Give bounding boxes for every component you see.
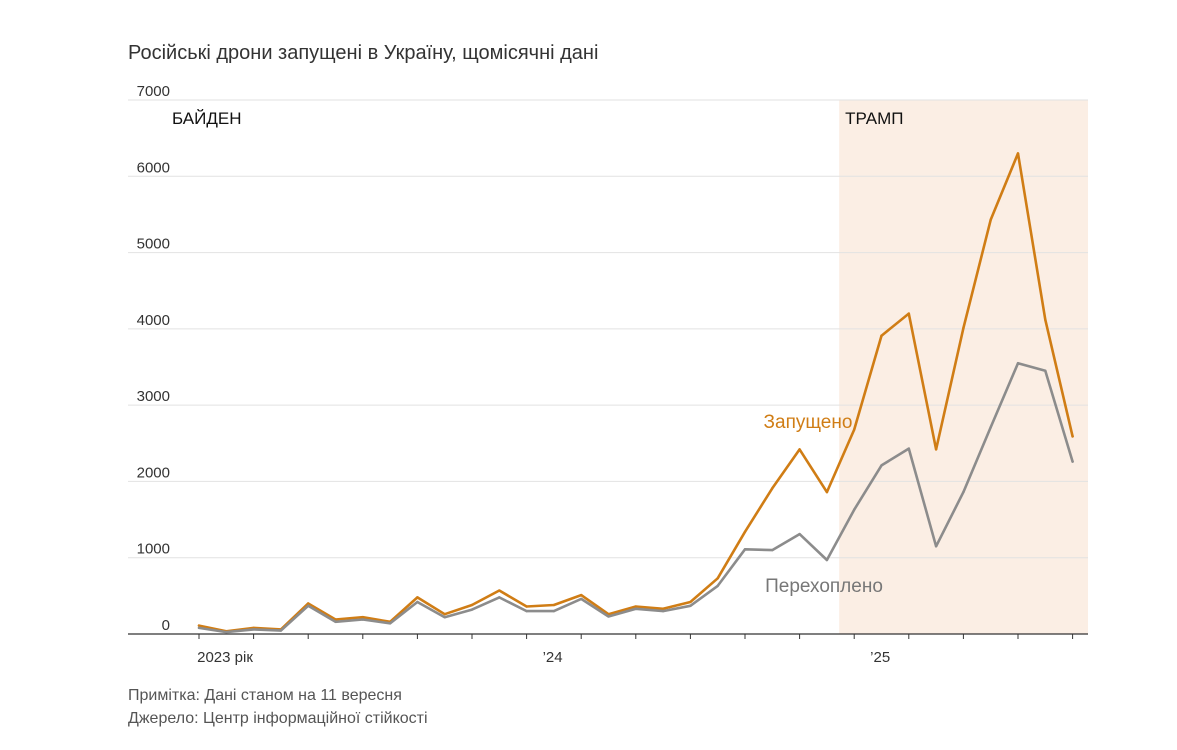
data-point [771,548,774,552]
data-point [1016,152,1020,155]
data-point [361,616,364,619]
data-point [771,487,774,490]
data-point [225,630,228,634]
data-point [853,428,856,431]
series-label-launched: Запущено [764,412,853,433]
y-tick-label: 5000 [137,236,170,253]
data-point [689,600,692,604]
y-tick-label: 0 [162,617,170,634]
line-chart: 0 1000 2000 3000 4000 5000 6000 7000 2023 рік ’24… [128,83,1088,666]
data-point [962,326,965,330]
data-point [307,602,310,605]
data-point [580,593,583,597]
chart-title: Російські дрони запущені в Україну, щомі… [128,42,599,64]
data-point [880,464,883,467]
data-point [853,508,856,511]
series-layer [197,152,1074,634]
y-tick-label: 6000 [137,159,170,176]
y-tick-label: 7000 [137,83,170,100]
data-point [1044,369,1047,373]
data-point [661,607,665,611]
data-point [416,600,419,604]
data-point [443,616,446,619]
y-tick-label: 2000 [137,464,170,481]
data-point [825,490,829,494]
y-tick-label: 1000 [137,541,170,558]
notes: Примітка: Дані станом на 11 вересня Джер… [128,684,428,730]
data-point [716,584,719,588]
data-point [743,548,747,551]
data-point [197,626,201,630]
data-point [498,596,501,599]
data-point [798,532,801,536]
data-point [470,608,474,611]
period-label-trump: ТРАМП [845,109,903,128]
series-label-intercepted: Перехоплено [765,576,883,597]
data-point [279,629,283,632]
data-point [934,448,938,451]
data-point [361,618,364,621]
data-point [1044,318,1047,321]
data-point [989,218,992,221]
data-point [1016,361,1020,365]
data-point [934,545,938,548]
data-point [525,609,528,613]
data-point [907,312,910,315]
data-point [634,605,637,608]
data-point [825,558,829,562]
data-point [716,577,719,580]
data-point [334,620,337,623]
data-point [307,604,310,607]
data-point [634,607,637,611]
data-point [689,604,692,607]
data-point [798,448,801,451]
y-tick-label: 3000 [137,388,170,405]
trump-period-shade [839,100,1088,634]
data-point [607,615,610,618]
y-tick-label: 4000 [137,312,170,329]
source-text: Джерело: Центр інформаційної стійкості [128,710,428,727]
data-point [525,605,528,608]
data-point [416,596,419,599]
data-point [962,490,965,494]
data-point [989,426,992,429]
data-point [743,530,747,533]
note-text: Примітка: Дані станом на 11 вересня [128,687,402,704]
data-point [252,628,255,631]
data-point [1071,435,1074,438]
data-point [197,624,201,627]
data-point [552,603,556,607]
data-point [498,589,501,592]
data-point [580,597,583,601]
data-point [552,609,556,613]
data-point [661,609,665,613]
data-point [907,447,910,450]
data-point [1071,460,1074,463]
data-point [443,612,446,616]
x-tick-label: 2023 рік [197,649,253,666]
label-layer: 0 1000 2000 3000 4000 5000 6000 7000 2023 рік ’24… [137,83,904,666]
data-point [880,334,883,337]
shade-layer [839,100,1088,634]
period-label-biden: БАЙДЕН [172,109,241,128]
x-tick-label: ’24 [543,649,563,666]
data-point [388,622,392,625]
data-point [470,603,474,607]
x-tick-label: ’25 [870,649,890,666]
